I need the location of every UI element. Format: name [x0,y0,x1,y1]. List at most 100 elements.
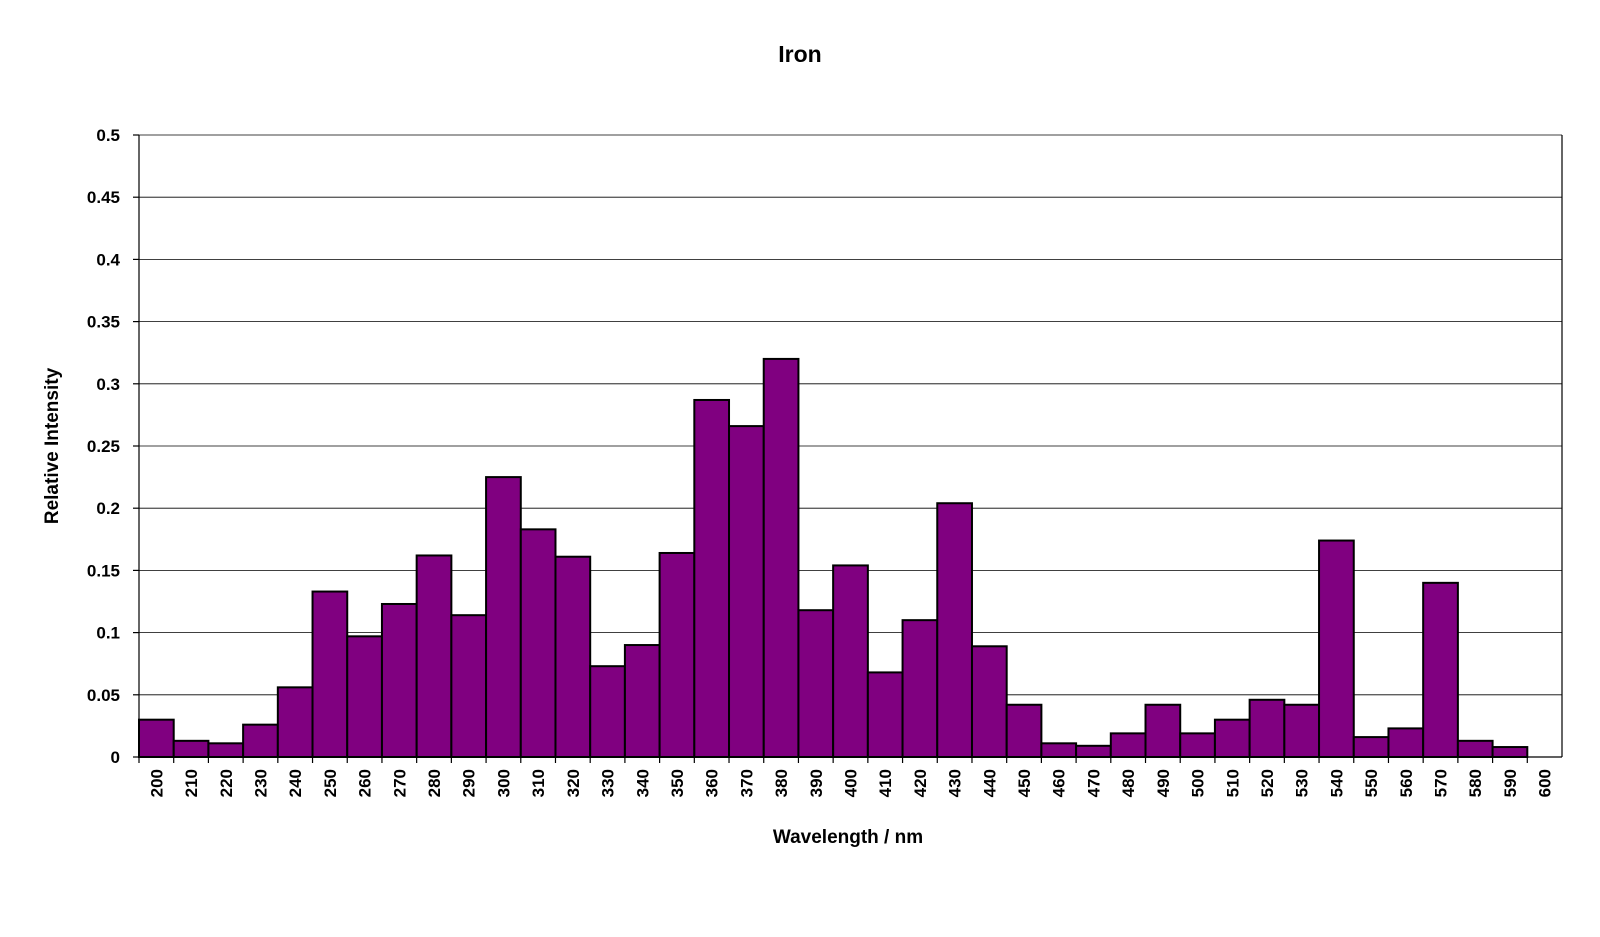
x-tick-label: 340 [633,769,652,797]
x-tick-label: 590 [1501,769,1520,797]
x-tick-label: 270 [390,769,409,797]
bar [311,590,349,758]
x-tick-label: 580 [1466,769,1485,797]
x-tick-label: 430 [946,769,965,797]
bar [1422,581,1459,759]
y-axis-title: Relative Intensity [42,367,63,524]
x-tick-label: 200 [147,769,166,797]
bars [138,357,1529,759]
y-tick-label: 0.45 [87,188,120,207]
bar [1005,703,1043,759]
x-tick-label: 490 [1154,769,1173,797]
bar [762,357,800,758]
bar [1387,727,1425,758]
bar [138,718,175,758]
bar [519,528,557,759]
bar [1213,718,1251,758]
x-tick-label: 600 [1536,769,1555,797]
x-tick-label: 360 [703,769,722,797]
y-tick-label: 0.05 [87,686,120,705]
y-tick-label: 0.1 [96,624,120,643]
bar [832,564,869,759]
x-tick-label: 250 [321,769,340,797]
bar [866,671,904,759]
bar [1248,698,1286,758]
bar [346,635,383,758]
chart-title: Iron [778,41,821,67]
bar [1075,744,1112,759]
bar [797,609,835,759]
x-tick-label: 410 [876,769,895,797]
bar [1040,742,1078,758]
x-tick-labels: 200 210 220 230 240 250 260 270 280 290 300 310 320 3… [138,757,1555,797]
x-tick-label: 530 [1293,769,1312,797]
bar [1179,732,1216,759]
bar [658,551,696,759]
bar [693,398,731,758]
x-tick-label: 320 [564,769,583,797]
bar [901,619,939,758]
x-tick-label: 510 [1223,769,1242,797]
x-tick-label: 520 [1258,769,1277,797]
bar [589,665,626,758]
y-tick-label: 0.25 [87,437,120,456]
bar [450,614,488,759]
bar [970,645,1008,758]
bar [207,742,245,758]
bar [1352,736,1390,759]
bar [1109,732,1147,759]
y-tick-label: 0.4 [96,250,120,269]
x-tick-label: 210 [182,769,201,797]
y-tick-labels: 0 0.05 0.1 0.15 0.2 0.25 0.3 0.35 0.4 0.45 0.5 [87,126,139,767]
y-tick-label: 0.2 [96,499,120,518]
x-tick-label: 380 [772,769,791,797]
gridlines [139,134,1562,696]
x-tick-label: 450 [1015,769,1034,797]
x-tick-label: 500 [1189,769,1208,797]
y-tick-label: 0 [111,748,120,767]
x-tick-label: 290 [460,769,479,797]
x-tick-label: 330 [599,769,618,797]
bar [728,425,765,758]
bar [1283,703,1321,759]
x-tick-label: 470 [1084,769,1103,797]
bar [1491,746,1529,758]
x-tick-label: 230 [251,769,270,797]
x-tick-label: 550 [1362,769,1381,797]
x-tick-label: 370 [737,769,756,797]
bar [415,554,453,758]
y-tick-label: 0.5 [96,126,120,145]
y-tick-label: 0.15 [87,561,120,580]
x-tick-label: 310 [529,769,548,797]
x-tick-label: 350 [668,769,687,797]
bar [936,502,973,758]
x-tick-label: 240 [286,769,305,797]
bar [380,602,418,758]
bar [1318,539,1355,758]
bar [1144,703,1182,759]
bar [554,555,592,758]
bar [485,476,522,758]
x-tick-label: 390 [807,769,826,797]
bar [172,739,210,759]
x-tick-label: 540 [1327,769,1346,797]
x-tick-label: 420 [911,769,930,797]
y-tick-label: 0.3 [96,375,120,394]
x-tick-label: 560 [1397,769,1416,797]
x-tick-label: 300 [494,769,513,797]
x-tick-label: 570 [1432,769,1451,797]
bar [242,723,279,759]
x-tick-label: 440 [980,769,999,797]
x-tick-label: 280 [425,769,444,797]
x-tick-label: 480 [1119,769,1138,797]
x-tick-label: 260 [356,769,375,797]
x-tick-label: 220 [217,769,236,797]
x-tick-label: 400 [842,769,861,797]
x-tick-label: 460 [1050,769,1069,797]
y-tick-label: 0.35 [87,313,120,332]
x-axis-title: Wavelength / nm [773,827,923,848]
bar [623,644,661,758]
bar [1456,739,1494,759]
bar [276,686,314,758]
